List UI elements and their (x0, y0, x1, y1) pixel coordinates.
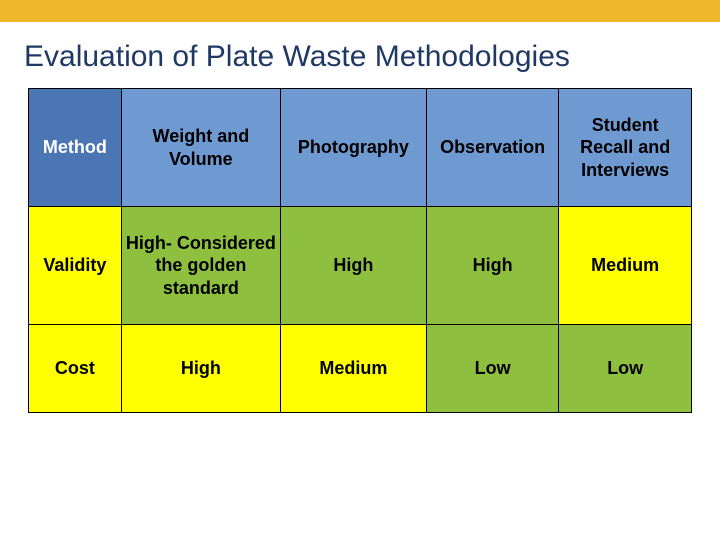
evaluation-table: Method Weight and Volume Photography Obs… (28, 88, 692, 413)
table-container: Method Weight and Volume Photography Obs… (0, 88, 720, 413)
cell-validity-weight: High- Considered the golden standard (121, 207, 280, 325)
cell-cost-recall: Low (559, 325, 692, 413)
cell-validity-photography: High (280, 207, 426, 325)
table-row-cost: Cost High Medium Low Low (29, 325, 692, 413)
cell-cost-weight: High (121, 325, 280, 413)
header-cell-observation: Observation (426, 89, 559, 207)
cell-validity-recall: Medium (559, 207, 692, 325)
table-row-validity: Validity High- Considered the golden sta… (29, 207, 692, 325)
header-cell-student-recall: Student Recall and Interviews (559, 89, 692, 207)
header-cell-weight-volume: Weight and Volume (121, 89, 280, 207)
cell-validity-observation: High (426, 207, 559, 325)
header-cell-method: Method (29, 89, 122, 207)
header-cell-photography: Photography (280, 89, 426, 207)
row-header-cost: Cost (29, 325, 122, 413)
page-title: Evaluation of Plate Waste Methodologies (0, 22, 720, 88)
top-accent-bar (0, 0, 720, 22)
cell-cost-observation: Low (426, 325, 559, 413)
row-header-validity: Validity (29, 207, 122, 325)
table-header-row: Method Weight and Volume Photography Obs… (29, 89, 692, 207)
cell-cost-photography: Medium (280, 325, 426, 413)
